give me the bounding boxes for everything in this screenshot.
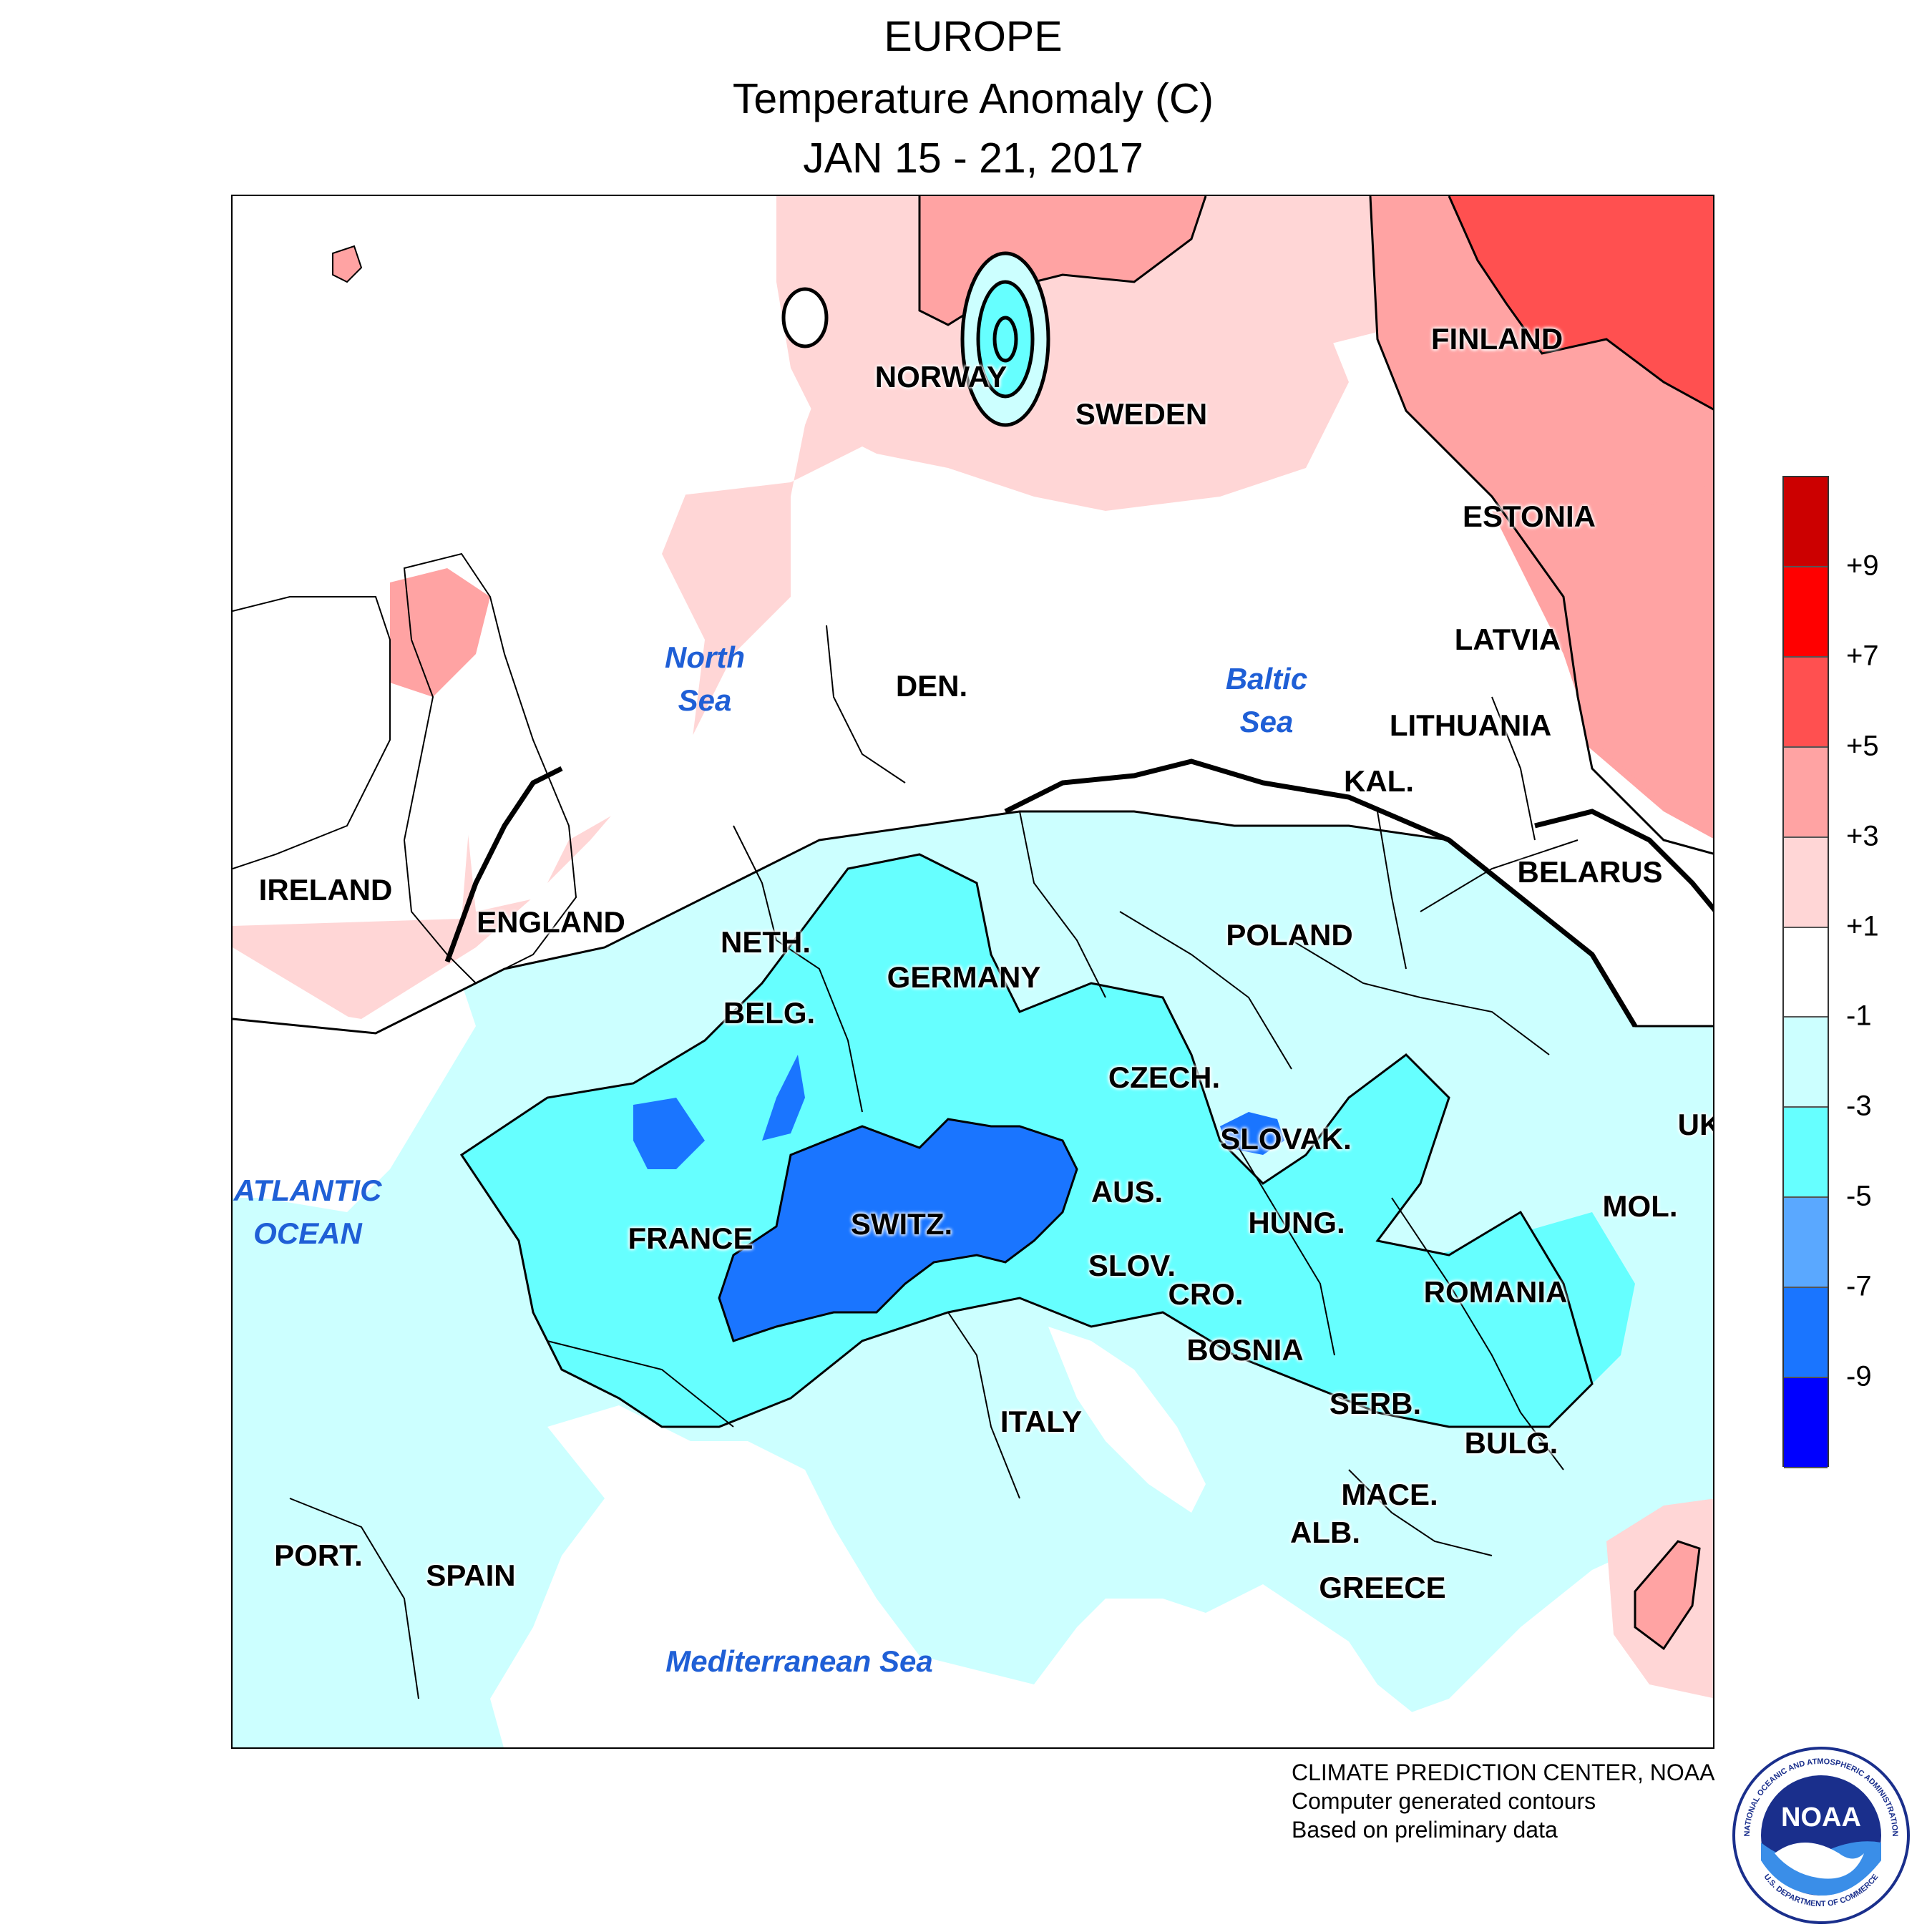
map-region-title: EUROPE	[884, 13, 1063, 60]
country-label-denmark: DEN.	[895, 669, 968, 703]
credit-method: Computer generated contours	[1292, 1788, 1596, 1814]
country-label-hungary: HUNG.	[1248, 1206, 1345, 1239]
water-label-mediterranean-sea: Mediterranean Sea	[665, 1640, 933, 1683]
legend-tick-label: +1	[1846, 910, 1879, 942]
faroe-islands	[332, 245, 363, 283]
legend-tick-label: -1	[1846, 1000, 1872, 1032]
country-label-belgium: BELG.	[723, 996, 816, 1030]
country-label-czech: CZECH.	[1108, 1060, 1221, 1094]
anomaly-zone-minus3-romania	[1363, 1212, 1635, 1413]
water-label-line: North	[665, 640, 745, 674]
country-label-kaliningrad: KAL.	[1344, 764, 1414, 798]
legend-tick-label: -7	[1846, 1270, 1872, 1302]
country-label-norway: NORWAY	[874, 360, 1008, 394]
water-label-north-sea: North Sea	[665, 636, 745, 722]
country-label-albania: ALB.	[1290, 1516, 1360, 1549]
country-label-lithuania: LITHUANIA	[1389, 708, 1552, 742]
country-label-slovenia: SLOV.	[1088, 1249, 1176, 1282]
legend-swatch	[1784, 657, 1828, 748]
color-scale-legend	[1782, 476, 1829, 1468]
legend-swatch	[1784, 747, 1828, 838]
credit-data-note: Based on preliminary data	[1292, 1817, 1558, 1843]
legend-swatch	[1784, 1018, 1828, 1108]
country-label-ukraine: UK	[1677, 1108, 1713, 1141]
anomaly-zone-minus7-belgium	[762, 1055, 805, 1141]
country-label-bosnia: BOSNIA	[1186, 1333, 1304, 1367]
country-label-france: FRANCE	[628, 1221, 753, 1255]
legend-swatch	[1784, 927, 1828, 1018]
country-label-greece: GREECE	[1319, 1571, 1446, 1604]
legend-swatch	[1784, 567, 1828, 658]
water-label-baltic-sea: Baltic Sea	[1226, 658, 1307, 743]
legend-tick-label: +3	[1846, 820, 1879, 852]
country-borders	[233, 552, 1579, 1699]
water-label-atlantic-ocean: ATLANTIC OCEAN	[234, 1169, 382, 1255]
anomaly-zone-plus3-scotland	[390, 568, 490, 697]
country-label-serbia: SERB.	[1329, 1387, 1422, 1420]
noaa-wordmark: NOAA	[1781, 1802, 1861, 1833]
country-label-bulgaria: BULG.	[1464, 1426, 1558, 1460]
legend-tick-label: -5	[1846, 1180, 1872, 1212]
water-label-line: Sea	[678, 683, 732, 717]
anomaly-map-graphic	[233, 196, 1713, 1747]
map-metric-title: Temperature Anomaly (C)	[732, 75, 1214, 122]
water-label-line: Baltic	[1225, 662, 1308, 696]
country-label-netherlands: NETH.	[721, 925, 811, 959]
country-label-england: ENGLAND	[477, 905, 625, 939]
adriatic-water	[1048, 1327, 1206, 1513]
legend-tick-label: +7	[1846, 640, 1879, 672]
legend-swatch	[1784, 1288, 1828, 1379]
north-sea-water	[462, 325, 776, 912]
baltic-sea-water	[991, 554, 1249, 783]
country-label-macedonia: MACE.	[1341, 1478, 1438, 1511]
mediterranean-water	[490, 1405, 1433, 1747]
country-label-poland: POLAND	[1226, 918, 1353, 952]
country-label-spain: SPAIN	[426, 1558, 516, 1592]
legend-tick-label: -3	[1846, 1090, 1872, 1122]
country-label-croatia: CRO.	[1168, 1277, 1244, 1311]
legend-swatch	[1784, 477, 1828, 567]
anomaly-zone-neutral-band	[819, 683, 1713, 1026]
noaa-logo: NOAA NATIONAL OCEANIC AND ATMOSPHERIC AD…	[1732, 1747, 1910, 1924]
country-label-ireland: IRELAND	[258, 873, 393, 907]
anomaly-zone-minus7-france	[633, 1098, 705, 1169]
map-period-title: JAN 15 - 21, 2017	[803, 135, 1143, 182]
norway-cold-center	[781, 251, 1050, 427]
legend-swatch	[1784, 1108, 1828, 1199]
country-label-switzerland: SWITZ.	[850, 1207, 953, 1241]
water-label-line: Sea	[1239, 705, 1294, 738]
country-label-germany: GERMANY	[887, 960, 1041, 994]
country-label-latvia: LATVIA	[1454, 623, 1561, 656]
country-label-finland: FINLAND	[1430, 322, 1563, 356]
country-label-estonia: ESTONIA	[1463, 499, 1596, 533]
country-label-romania: ROMANIA	[1423, 1275, 1568, 1309]
country-label-austria: AUS.	[1091, 1175, 1163, 1209]
country-label-italy: ITALY	[1000, 1405, 1083, 1438]
anomaly-zone-plus3-belarus	[1492, 483, 1713, 811]
country-label-belarus: BELARUS	[1517, 855, 1663, 889]
water-label-line: Mediterranean Sea	[665, 1644, 933, 1678]
anomaly-zone-plus5-finland	[1449, 196, 1713, 409]
anomaly-zone-plus3-turkey	[1635, 1541, 1699, 1649]
water-label-line: OCEAN	[253, 1216, 362, 1250]
country-label-moldova: MOL.	[1602, 1189, 1678, 1223]
legend-tick-label: +9	[1846, 550, 1879, 582]
zero-contour-lines	[444, 758, 1713, 1028]
credit-source: CLIMATE PREDICTION CENTER, NOAA	[1292, 1760, 1715, 1785]
anomaly-zone-minus7-alps	[719, 1119, 1077, 1341]
country-label-slovakia: SLOVAK.	[1220, 1122, 1352, 1156]
legend-swatch	[1784, 1198, 1828, 1289]
legend-swatch	[1784, 837, 1828, 928]
country-label-portugal: PORT.	[274, 1538, 363, 1572]
legend-swatch	[1784, 1378, 1828, 1468]
legend-tick-label: -9	[1846, 1360, 1872, 1392]
legend-tick-label: +5	[1846, 730, 1879, 762]
country-label-sweden: SWEDEN	[1075, 397, 1208, 431]
water-label-line: ATLANTIC	[233, 1174, 382, 1207]
anomaly-map: IRELAND ENGLAND NETH. BELG. GERMANY FRAN…	[231, 195, 1714, 1749]
